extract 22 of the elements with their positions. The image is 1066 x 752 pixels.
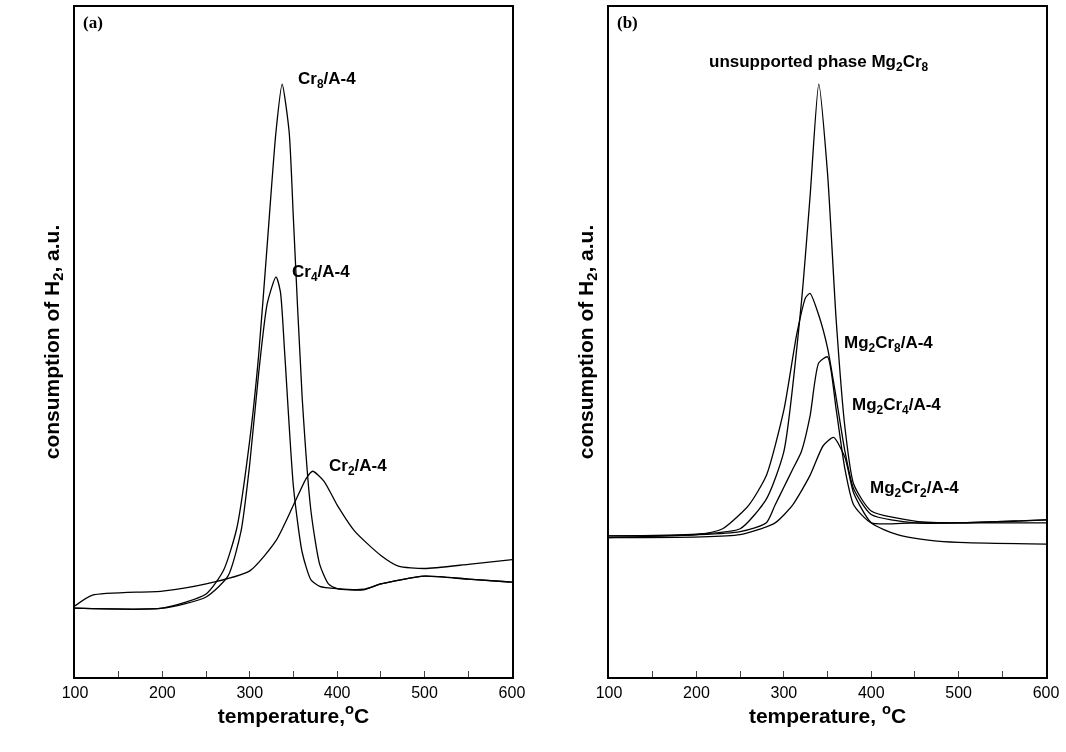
x-tick-label: 100 bbox=[61, 683, 89, 701]
annotation: Cr$_{2}$/A-4 bbox=[329, 456, 388, 478]
x-axis-title: temperature, $^{o}$C bbox=[748, 700, 907, 727]
annotation: unsupported phase Mg$_{2}$Cr$_{8}$ bbox=[709, 52, 929, 74]
text: (a) bbox=[83, 13, 103, 32]
x-tick-label: 600 bbox=[498, 683, 526, 701]
x-axis-title: temperature,$^{o}$C bbox=[217, 700, 370, 727]
x-tick-label: 200 bbox=[683, 683, 710, 701]
annotation: Mg$_{2}$Cr$_{8}$/A-4 bbox=[844, 333, 934, 355]
annotation: Cr$_{8}$/A-4 bbox=[298, 69, 357, 91]
x-tick-label: 100 bbox=[595, 683, 623, 701]
text: (b) bbox=[617, 13, 638, 32]
x-tick-label: 600 bbox=[1032, 683, 1060, 701]
x-tick-label: 300 bbox=[236, 683, 264, 701]
x-tick-label: 500 bbox=[945, 683, 973, 701]
x-tick-label: 400 bbox=[857, 683, 885, 701]
x-tick-label: 200 bbox=[149, 683, 176, 701]
x-tick-label: 500 bbox=[411, 683, 439, 701]
x-tick-label: 400 bbox=[323, 683, 351, 701]
x-tick-label: 300 bbox=[770, 683, 798, 701]
annotation: Mg$_{2}$Cr$_{2}$/A-4 bbox=[870, 478, 960, 500]
annotation: Mg$_{2}$Cr$_{4}$/A-4 bbox=[852, 395, 942, 417]
